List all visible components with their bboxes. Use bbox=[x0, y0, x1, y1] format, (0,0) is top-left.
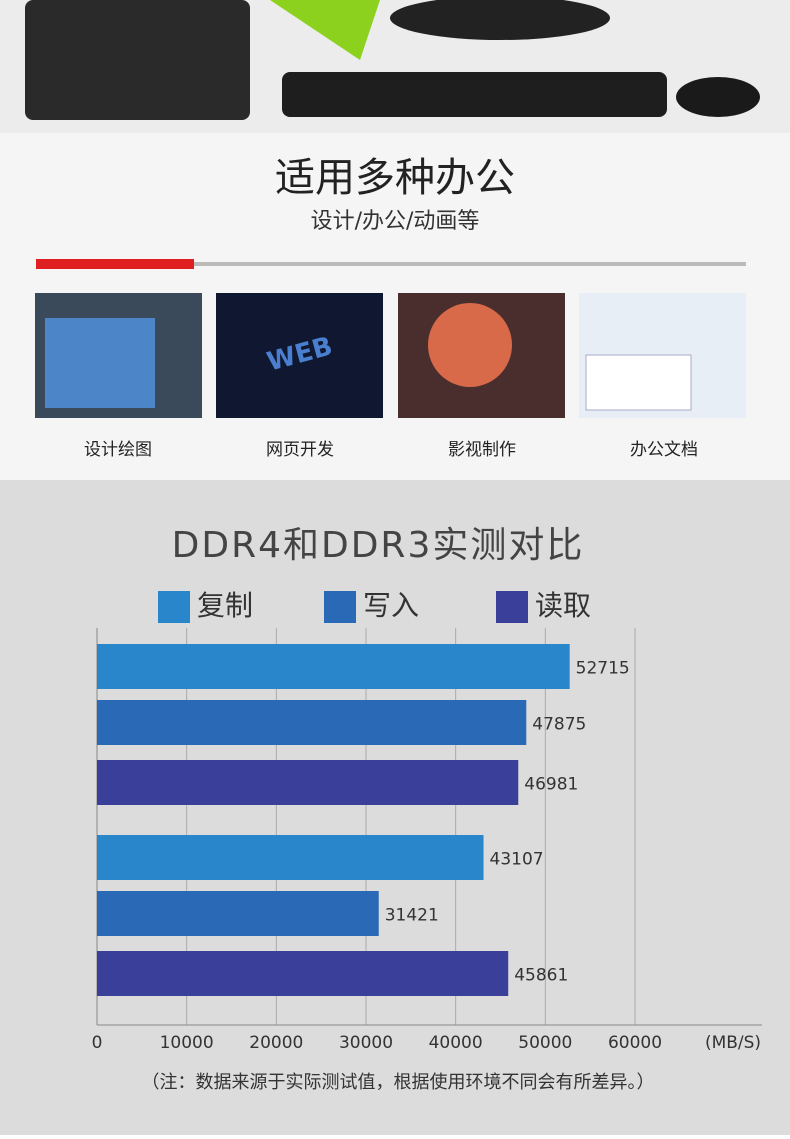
chart-title: DDR4和DDR3实测对比 bbox=[172, 525, 585, 566]
use-label: 影视制作 bbox=[448, 440, 516, 460]
x-tick-label: 20000 bbox=[249, 1033, 303, 1053]
divider-accent bbox=[36, 259, 194, 269]
bar bbox=[97, 891, 379, 936]
x-axis-unit: (MB/S) bbox=[705, 1033, 761, 1053]
legend-swatch bbox=[496, 591, 528, 623]
x-tick-label: 0 bbox=[92, 1033, 103, 1053]
bar bbox=[97, 644, 570, 689]
x-tick-label: 40000 bbox=[429, 1033, 483, 1053]
use-image bbox=[216, 293, 383, 418]
legend-label: 读取 bbox=[535, 589, 591, 622]
legend-swatch bbox=[158, 591, 190, 623]
use-image-detail bbox=[585, 354, 692, 411]
value-label: 52715 bbox=[576, 659, 630, 679]
section-title: 适用多种办公 bbox=[275, 155, 515, 201]
pc-case bbox=[25, 0, 250, 120]
use-label: 网页开发 bbox=[266, 440, 334, 460]
value-label: 45861 bbox=[514, 966, 568, 986]
bar bbox=[97, 835, 484, 880]
legend-swatch bbox=[324, 591, 356, 623]
use-image-detail bbox=[45, 318, 155, 408]
x-tick-label: 50000 bbox=[518, 1033, 572, 1053]
divider bbox=[36, 262, 746, 266]
legend-label: 复制 bbox=[197, 589, 253, 622]
x-tick-label: 60000 bbox=[608, 1033, 662, 1053]
x-tick-label: 30000 bbox=[339, 1033, 393, 1053]
keyboard bbox=[282, 72, 667, 117]
use-labels: 设计绘图 网页开发 影视制作 办公文档 bbox=[84, 440, 698, 460]
x-tick-label: 10000 bbox=[160, 1033, 214, 1053]
value-label: 47875 bbox=[532, 715, 586, 735]
footnote: （注：数据来源于实际测试值，根据使用环境不同会有所差异。） bbox=[142, 1072, 655, 1093]
mouse bbox=[676, 77, 760, 117]
value-label: 31421 bbox=[385, 906, 439, 926]
section-subtitle: 设计/办公/动画等 bbox=[311, 209, 480, 234]
chart-bg bbox=[0, 480, 790, 1135]
use-label: 办公文档 bbox=[630, 440, 698, 460]
monitor-stand bbox=[390, 0, 610, 40]
bar bbox=[97, 700, 527, 745]
green-deco bbox=[270, 0, 380, 60]
bar bbox=[97, 760, 519, 805]
use-label: 设计绘图 bbox=[84, 440, 152, 460]
legend-label: 写入 bbox=[363, 589, 419, 622]
value-label: 46981 bbox=[524, 775, 578, 795]
value-label: 43107 bbox=[490, 850, 544, 870]
use-image-detail bbox=[428, 303, 512, 387]
bar bbox=[97, 951, 509, 996]
